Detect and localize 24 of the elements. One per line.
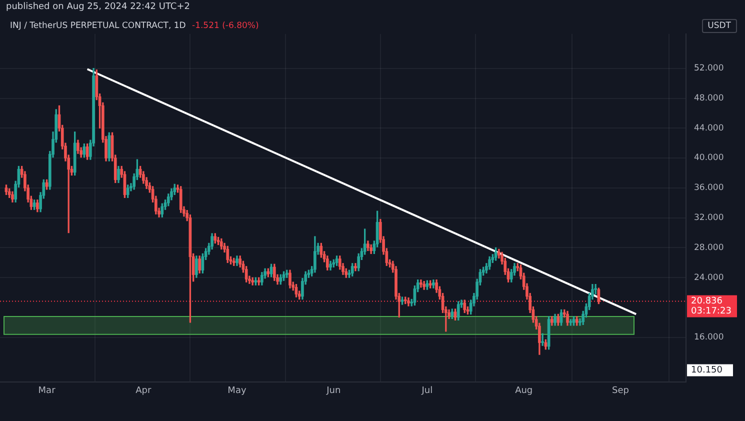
- candlestick: [541, 333, 544, 346]
- x-tick-label: Aug: [515, 386, 533, 396]
- y-tick-label: 16.000: [694, 332, 724, 343]
- y-tick-label: 40.000: [694, 153, 724, 164]
- text: 10.150: [691, 366, 723, 376]
- x-tick-label: Jul: [420, 386, 433, 396]
- y-tick-label: 28.000: [694, 242, 724, 253]
- ref-line-label: 20.836: [691, 296, 723, 307]
- chart-title: INJ / TetherUS PERPETUAL CONTRACT, 1D: [10, 21, 186, 31]
- y-axis-title: USDT: [702, 19, 737, 33]
- y-tick-label: 48.000: [694, 93, 724, 104]
- text: 03:17:23: [691, 306, 732, 317]
- text: -1.521 (-6.80%): [192, 21, 259, 31]
- x-tick-label: May: [228, 386, 247, 396]
- y-tick-label: 32.000: [694, 213, 724, 224]
- y-tick-label: 24.000: [694, 272, 724, 283]
- y-tick-label: 36.000: [694, 183, 724, 194]
- x-tick-label: Mar: [38, 386, 56, 396]
- x-tick-label: Jun: [326, 386, 341, 396]
- x-tick-label: Sep: [612, 386, 630, 396]
- y-tick-label: 52.000: [694, 64, 724, 74]
- text: published on Aug 25, 2024 22:42 UTC+2: [6, 2, 190, 12]
- x-tick-label: Apr: [136, 386, 152, 396]
- y-tick-label: 44.000: [694, 123, 724, 134]
